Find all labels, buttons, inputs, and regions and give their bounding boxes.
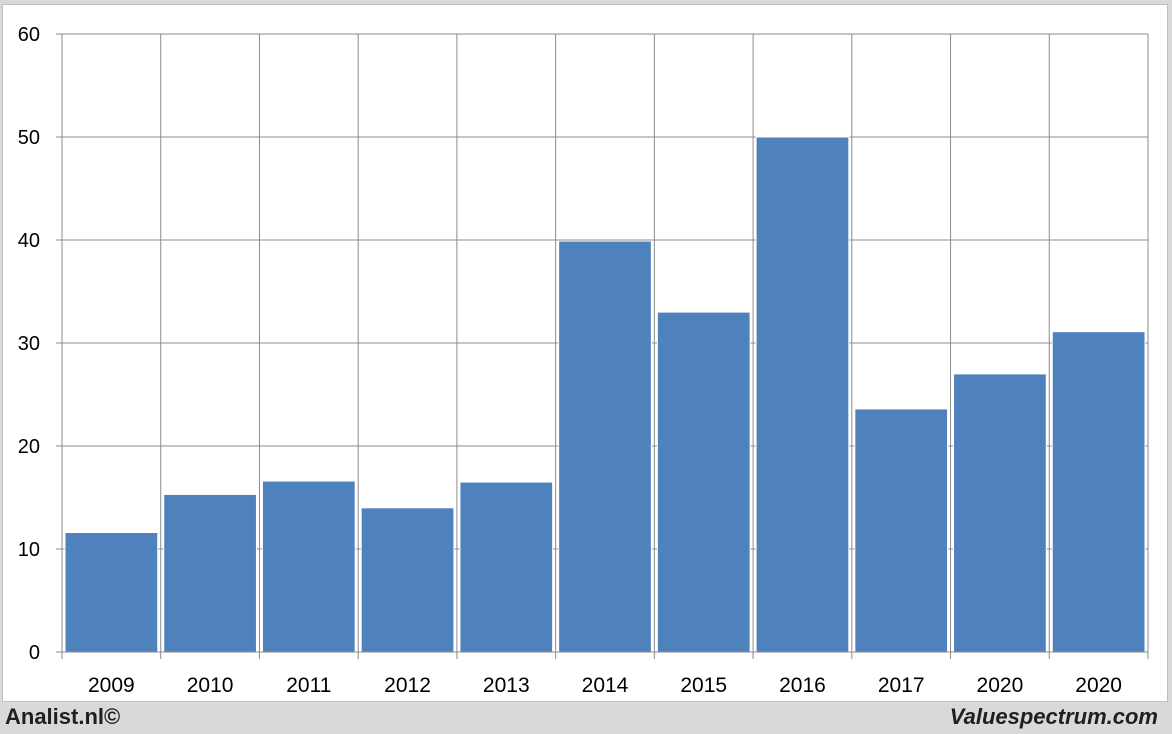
- bar: [261, 480, 356, 653]
- y-tick-label: 0: [29, 642, 40, 664]
- source-credit-right: Valuespectrum.com: [949, 704, 1158, 729]
- bar: [163, 493, 257, 653]
- x-tick-label: 2015: [680, 674, 727, 697]
- x-tick-label: 2020: [977, 674, 1024, 697]
- x-tick-label: 2014: [582, 674, 629, 697]
- x-tick-labels: 2009 2010 2011 2012 2013 2014 2015 2016 2017 2020…: [88, 674, 1122, 697]
- x-tick-label: 2017: [878, 674, 925, 697]
- x-tick-label: 2012: [384, 674, 431, 697]
- x-tick-label: 2020: [1075, 674, 1122, 697]
- bar: [755, 136, 850, 653]
- y-tick-label: 40: [18, 230, 40, 252]
- axes: [56, 33, 1149, 659]
- bar: [558, 240, 652, 653]
- bar: [1051, 331, 1146, 653]
- y-tick-label: 60: [18, 24, 40, 46]
- source-credit-left: Analist.nl©: [5, 704, 121, 729]
- bar: [360, 507, 455, 653]
- x-tick-label: 2009: [88, 674, 135, 697]
- bar: [64, 532, 159, 653]
- bars: [64, 136, 1146, 653]
- y-tick-label: 20: [18, 436, 40, 458]
- bar: [656, 311, 751, 653]
- y-tick-label: 30: [18, 333, 40, 355]
- x-tick-label: 2016: [779, 674, 826, 697]
- y-tick-label: 10: [18, 539, 40, 561]
- bar: [953, 373, 1047, 653]
- y-tick-label: 50: [18, 127, 40, 149]
- bar: [854, 408, 949, 653]
- x-tick-label: 2010: [187, 674, 234, 697]
- x-tick-label: 2011: [286, 674, 331, 697]
- bar: [459, 481, 554, 653]
- y-tick-labels: 0 10 20 30 40 50 60: [18, 24, 40, 664]
- x-tick-label: 2013: [483, 674, 530, 697]
